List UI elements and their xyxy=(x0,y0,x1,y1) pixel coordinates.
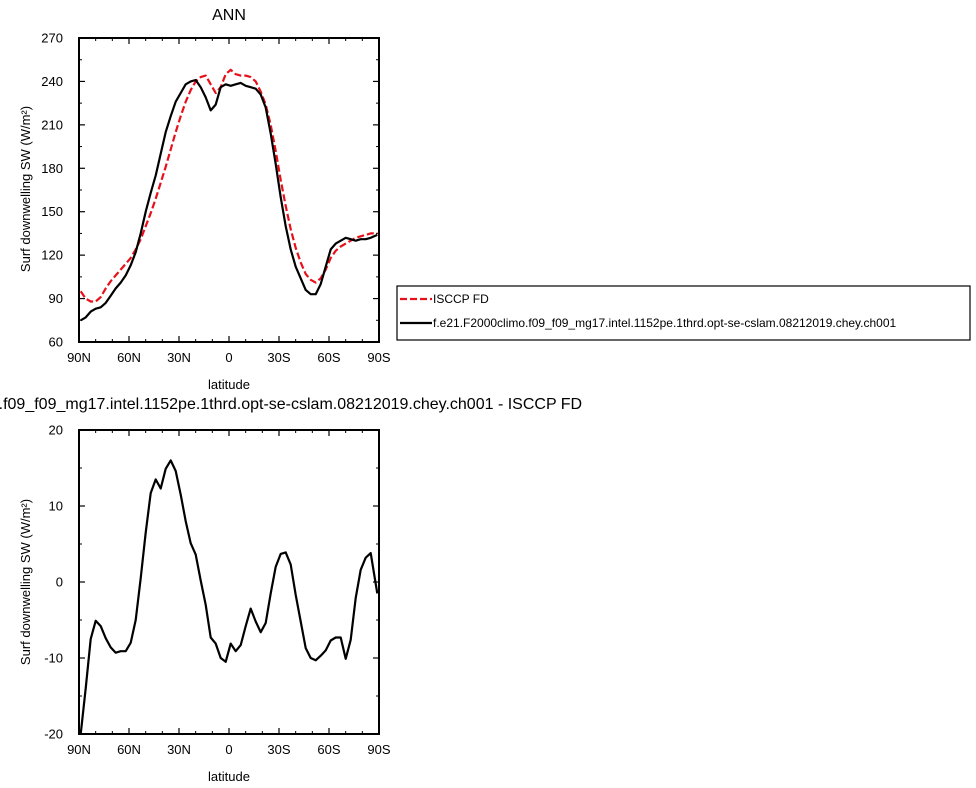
top-plot-frame xyxy=(78,37,380,343)
bottom-axis-ticks: 90N 60N 30N 0 30S 60S 90S -20 -10 0 10 20 xyxy=(44,423,391,758)
bottom-chart-title: f.e21.F2000climo.f09_f09_mg17.intel.1152… xyxy=(0,396,582,413)
bottom-y-tick-label: 20 xyxy=(49,423,63,438)
top-y-tick-label: 270 xyxy=(41,31,63,46)
top-series-line-model xyxy=(80,78,378,322)
top-series-line-obs xyxy=(79,68,378,303)
top-plot-area xyxy=(79,68,378,322)
bottom-series-line-model xyxy=(79,459,379,735)
top-y-tick-label: 150 xyxy=(41,204,63,219)
bottom-panel: f.e21.F2000climo.f09_f09_mg17.intel.1152… xyxy=(0,396,582,784)
top-y-tick-label: 180 xyxy=(41,161,63,176)
top-y-tick-label: 120 xyxy=(41,248,63,263)
top-panel: ANN Surf downwelling SW (W/m²) latitude … xyxy=(18,7,391,392)
legend-entry-obs: ISCCP FD xyxy=(400,292,489,306)
top-x-tick-label: 30S xyxy=(267,350,290,365)
bottom-x-axis-label: latitude xyxy=(208,769,250,784)
top-y-tick-label: 60 xyxy=(49,335,63,350)
top-y-tick-label: 210 xyxy=(41,117,63,132)
top-chart-title: ANN xyxy=(212,7,246,24)
top-x-tick-label: 60N xyxy=(117,350,141,365)
top-y-tick-label: 240 xyxy=(41,74,63,89)
top-x-tick-label: 30N xyxy=(167,350,191,365)
top-y-tick-label: 90 xyxy=(49,291,63,306)
top-x-tick-label: 0 xyxy=(225,350,232,365)
top-axis-ticks: 90N 60N 30N 0 30S 60S 90S 60 90 120 150 180 210 240 27… xyxy=(41,31,391,366)
legend-label-model: f.e21.F2000climo.f09_f09_mg17.intel.1152… xyxy=(433,316,897,330)
bottom-y-axis-label: Surf downwelling SW (W/m²) xyxy=(18,499,33,665)
bottom-y-tick-label: -10 xyxy=(44,651,63,666)
top-x-tick-label: 90N xyxy=(67,350,91,365)
legend-box xyxy=(396,285,971,341)
legend-label-obs: ISCCP FD xyxy=(433,292,489,306)
bottom-plot-area xyxy=(79,459,379,735)
bottom-y-tick-label: -20 xyxy=(44,727,63,742)
top-x-tick-label: 60S xyxy=(317,350,340,365)
top-y-axis-label: Surf downwelling SW (W/m²) xyxy=(18,106,33,272)
bottom-y-tick-label: 0 xyxy=(56,575,63,590)
bottom-x-tick-label: 90N xyxy=(67,742,91,757)
top-x-tick-label: 90S xyxy=(367,350,390,365)
bottom-x-tick-label: 0 xyxy=(225,742,232,757)
bottom-x-tick-label: 30N xyxy=(167,742,191,757)
bottom-plot-frame xyxy=(78,429,380,735)
bottom-x-tick-label: 60S xyxy=(317,742,340,757)
bottom-x-tick-label: 90S xyxy=(367,742,390,757)
bottom-x-tick-label: 60N xyxy=(117,742,141,757)
top-x-axis-label: latitude xyxy=(208,377,250,392)
bottom-x-tick-label: 30S xyxy=(267,742,290,757)
legend-entry-model: f.e21.F2000climo.f09_f09_mg17.intel.1152… xyxy=(400,316,897,330)
legend: ISCCP FD f.e21.F2000climo.f09_f09_mg17.i… xyxy=(396,285,971,341)
bottom-y-tick-label: 10 xyxy=(49,499,63,514)
